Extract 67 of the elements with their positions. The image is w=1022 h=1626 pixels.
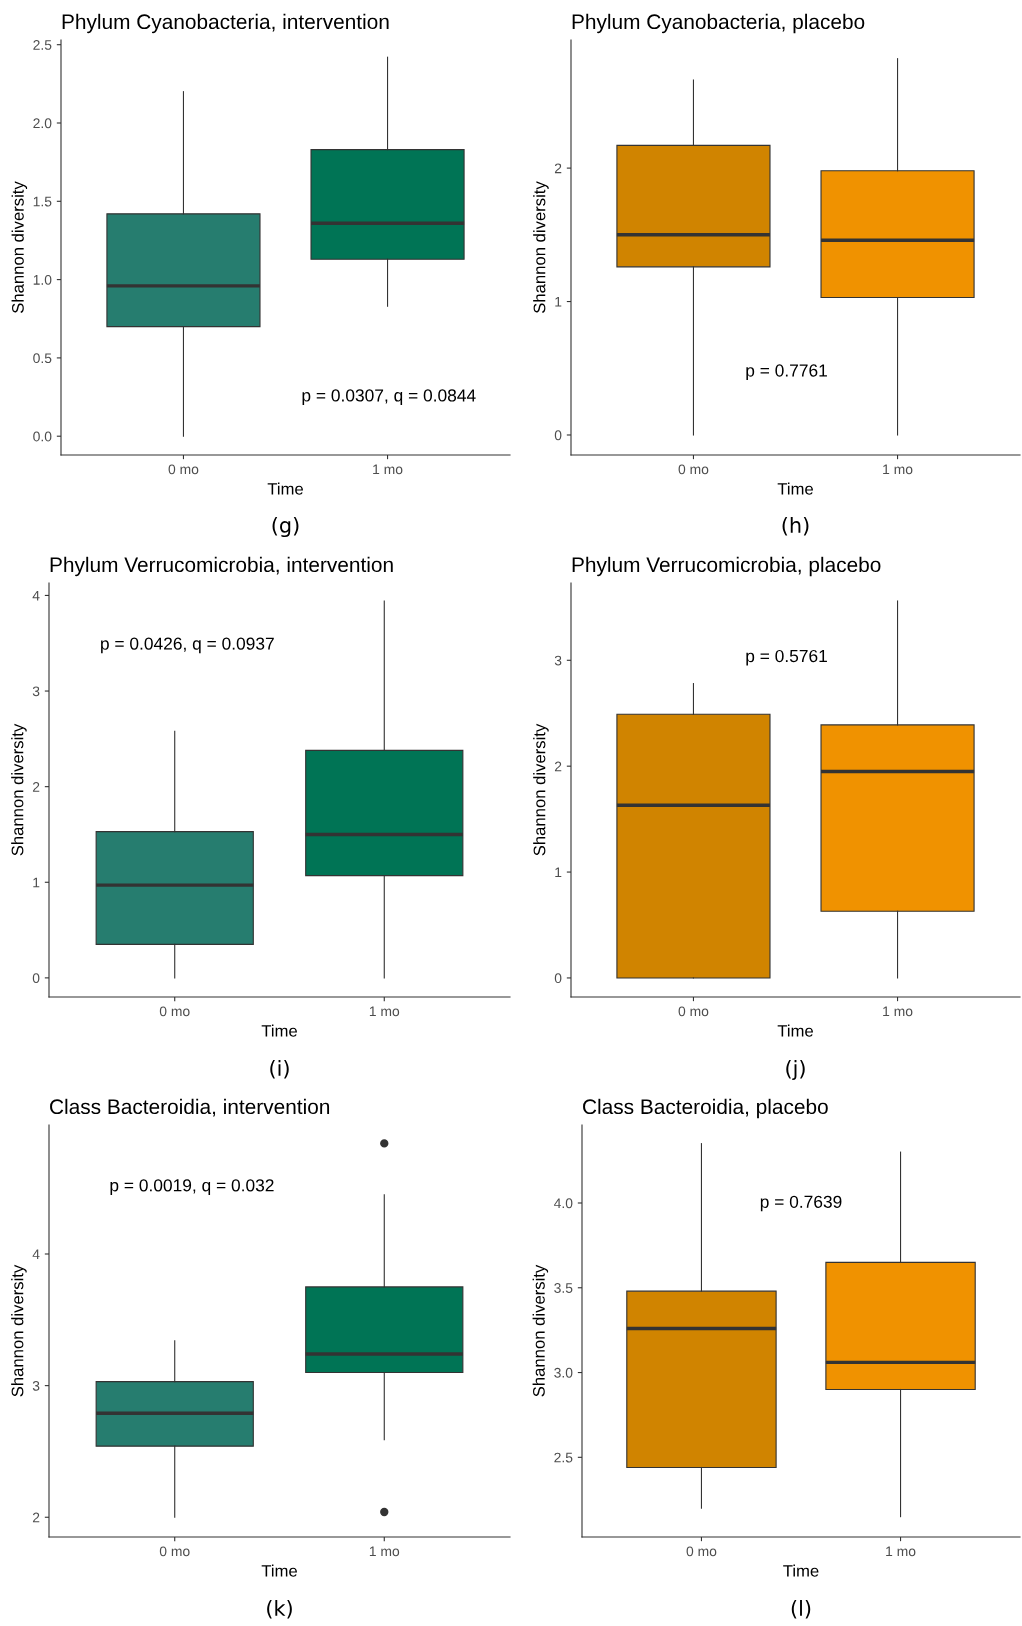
y-axis-title: Shannon diversity (533, 723, 549, 856)
y-tick-label: 3 (554, 655, 562, 666)
annotation: p = 0.0426, q = 0.0937 (101, 637, 274, 654)
x-axis-title: Time (777, 482, 813, 495)
text: (h) (782, 516, 809, 536)
y-axis-title: Shannon diversity (533, 181, 549, 313)
y-tick-label: 2.5 (554, 1452, 573, 1463)
y-tick-label: 3.5 (554, 1283, 573, 1293)
x-axis-title: Time (267, 482, 303, 495)
y-tick-label: 4 (32, 1249, 40, 1260)
y-tick-label: 0 (32, 973, 40, 984)
chart-title: Phylum Cyanobacteria, intervention (62, 13, 389, 34)
chart-title: Class Bacteroidia, placebo (583, 1098, 828, 1119)
y-tick-label: 0.5 (33, 353, 52, 364)
annotation: p = 0.5761 (746, 649, 827, 666)
chart-title: Phylum Verrucomicrobia, placebo (572, 556, 881, 577)
annotation: p = 0.7639 (760, 1195, 842, 1212)
annotation: p = 0.7761 (746, 364, 827, 381)
text: (l) (791, 1599, 811, 1619)
x-tick-label: 1 mo (373, 464, 403, 475)
annotation: p = 0.0307, q = 0.0844 (302, 389, 476, 405)
y-tick-label: 3 (32, 1380, 40, 1391)
text: (j) (786, 1059, 805, 1081)
x-tick-label: 0 mo (159, 1006, 190, 1017)
y-axis-title: Shannon diversity (11, 181, 28, 313)
y-tick-label: 2 (554, 163, 562, 174)
y-tick-label: 1 (33, 877, 40, 888)
x-tick-label: 0 mo (686, 1546, 717, 1557)
y-tick-label: 2.5 (33, 40, 52, 50)
y-axis-title: Shannon diversity (11, 1264, 27, 1397)
chart-title: Class Bacteroidia, intervention (50, 1098, 330, 1117)
y-tick-label: 3.0 (554, 1367, 573, 1378)
annotation: p = 0.0019, q = 0.032 (110, 1179, 274, 1195)
y-tick-label: 0.0 (33, 431, 52, 442)
y-tick-label: 1.5 (33, 196, 52, 207)
text: (g) (272, 516, 299, 538)
y-tick-label: 1 (555, 297, 562, 307)
y-tick-label: 1 (555, 867, 562, 878)
chart-title: Phylum Verrucomicrobia, intervention (50, 556, 393, 577)
x-tick-label: 0 mo (168, 464, 199, 475)
y-tick-label: 4.0 (553, 1198, 573, 1209)
x-axis-title: Time (783, 1564, 819, 1577)
text: (i) (270, 1059, 289, 1079)
x-axis-title: Time (777, 1024, 813, 1037)
y-tick-label: 2 (32, 1512, 40, 1523)
y-tick-label: 2.0 (33, 118, 52, 129)
x-axis-title: Time (261, 1564, 297, 1577)
y-tick-label: 0 (554, 430, 562, 441)
y-tick-label: 4 (32, 590, 40, 601)
x-tick-label: 0 mo (678, 1006, 709, 1017)
x-tick-label: 0 mo (678, 464, 709, 475)
x-tick-label: 1 mo (883, 1006, 913, 1017)
x-tick-label: 1 mo (369, 1546, 400, 1557)
y-axis-title: Shannon diversity (532, 1264, 549, 1397)
y-tick-label: 0 (554, 973, 562, 984)
text: (k) (267, 1599, 292, 1619)
y-tick-label: 1.0 (33, 274, 52, 285)
x-axis-title: Time (261, 1024, 297, 1037)
y-tick-label: 3 (32, 686, 40, 697)
y-axis-title: Shannon diversity (11, 723, 27, 856)
x-tick-label: 0 mo (159, 1546, 190, 1557)
x-tick-label: 1 mo (369, 1006, 400, 1017)
x-tick-label: 1 mo (886, 1546, 916, 1557)
y-tick-label: 2 (32, 781, 40, 792)
y-tick-label: 2 (554, 761, 562, 772)
x-tick-label: 1 mo (883, 464, 913, 475)
chart-title: Phylum Cyanobacteria, placebo (572, 13, 865, 34)
